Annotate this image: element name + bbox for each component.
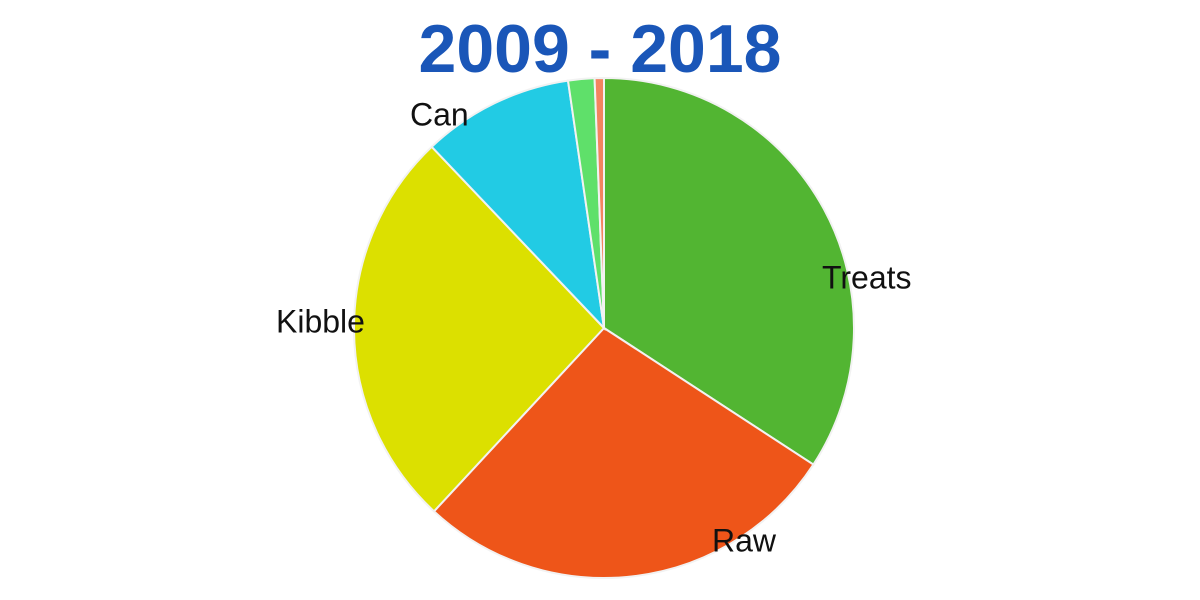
slice-label: Can bbox=[410, 96, 469, 132]
slice-label: Raw bbox=[712, 522, 777, 558]
pie-slice bbox=[353, 145, 606, 513]
pie-slice bbox=[430, 79, 606, 331]
slice-label: Kibble bbox=[276, 303, 365, 339]
pie-slice bbox=[593, 76, 605, 329]
pie-slice bbox=[432, 326, 815, 579]
slice-label: Treats bbox=[822, 259, 912, 295]
chart-title: 2009 - 2018 bbox=[419, 11, 782, 87]
